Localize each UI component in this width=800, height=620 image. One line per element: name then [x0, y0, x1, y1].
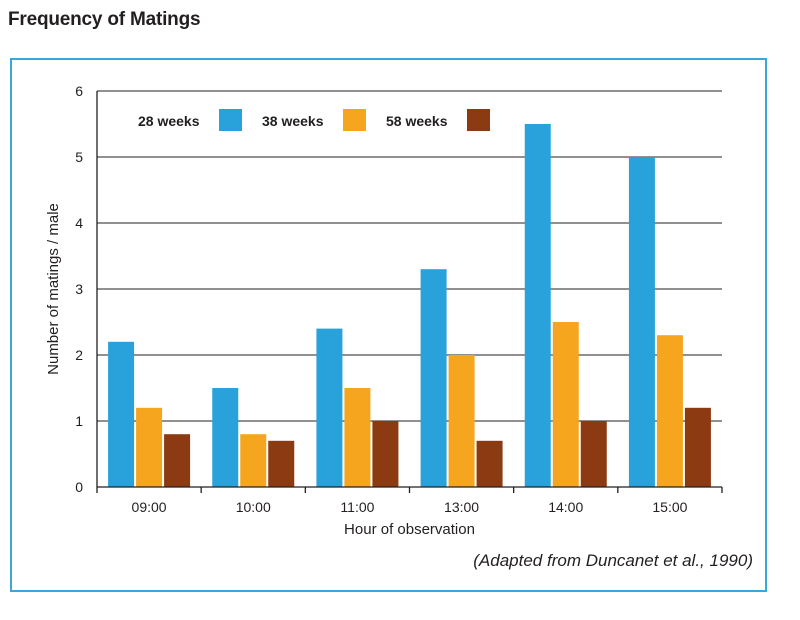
bar [684, 407, 711, 487]
legend-swatch [343, 109, 366, 131]
y-tick-label: 4 [75, 215, 83, 231]
bar [448, 355, 475, 487]
bar [420, 269, 447, 487]
bar [524, 124, 551, 487]
bar [344, 388, 371, 487]
x-tick-label: 15:00 [652, 499, 687, 515]
y-tick-label: 3 [75, 281, 83, 297]
bar [136, 407, 163, 487]
chart-frame [10, 58, 767, 592]
bar [656, 335, 683, 487]
bar [476, 440, 503, 487]
y-axis-label: Number of matings / male [45, 203, 62, 375]
bar [580, 421, 607, 487]
legend-label: 28 weeks [138, 113, 200, 129]
x-tick-label: 10:00 [236, 499, 271, 515]
x-tick-label: 14:00 [548, 499, 583, 515]
x-tick-label: 09:00 [132, 499, 167, 515]
bar [268, 440, 295, 487]
bar [552, 322, 579, 487]
bar [240, 434, 267, 487]
chart-title: Frequency of Matings [8, 9, 201, 30]
y-tick-label: 2 [75, 347, 83, 363]
y-tick-label: 6 [75, 83, 83, 99]
legend-swatch [219, 109, 242, 131]
bar [372, 421, 399, 487]
bar [164, 434, 191, 487]
legend-swatch [467, 109, 490, 131]
y-tick-label: 1 [75, 413, 83, 429]
x-axis-label: Hour of observation [344, 521, 475, 538]
bar [212, 388, 239, 487]
x-tick-label: 13:00 [444, 499, 479, 515]
bar [108, 341, 135, 487]
legend-label: 58 weeks [386, 113, 448, 129]
bar [628, 157, 655, 487]
bar [316, 328, 343, 487]
y-tick-label: 5 [75, 149, 83, 165]
source-citation: (Adapted from Duncanet et al., 1990) [473, 551, 753, 570]
x-tick-label: 11:00 [340, 499, 374, 515]
y-tick-label: 0 [75, 479, 83, 495]
legend-label: 38 weeks [262, 113, 324, 129]
